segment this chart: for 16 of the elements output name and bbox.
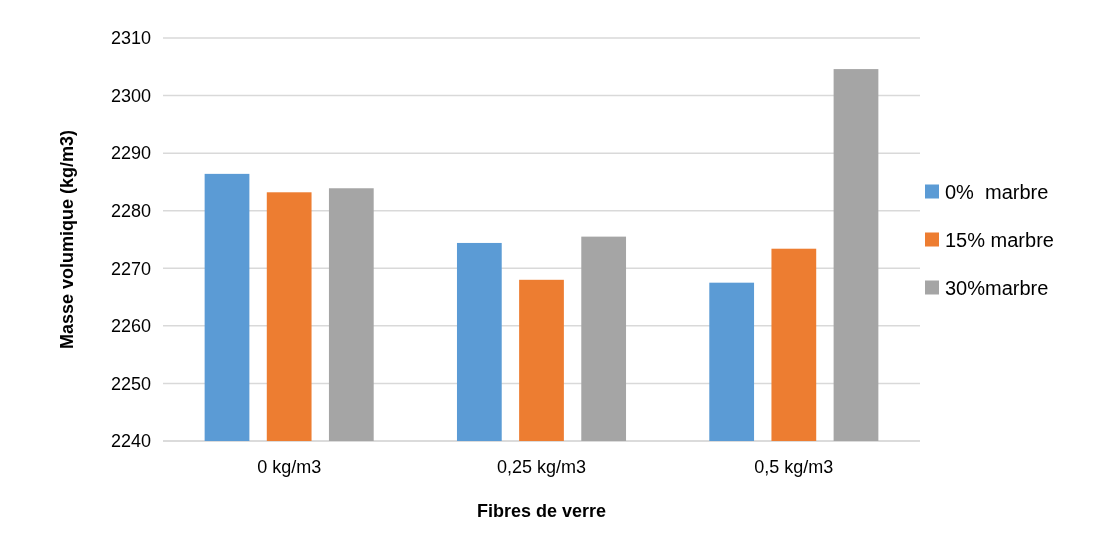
- y-tick-label: 2240: [110, 431, 151, 452]
- y-tick-label: 2260: [110, 316, 151, 337]
- x-axis-title: Fibres de verre: [476, 501, 607, 521]
- x-tick-label: 0 kg/m3: [257, 457, 322, 477]
- y-tick-label: 2250: [110, 373, 151, 394]
- y-tick-label: 2290: [110, 143, 151, 164]
- x-tick-label: 0,25 kg/m3: [496, 457, 587, 477]
- legend-label: 30%marbre: [945, 276, 1049, 299]
- y-tick-label: 2300: [110, 85, 151, 106]
- y-tick-label: 2280: [110, 201, 151, 222]
- legend-label: 0% marbre: [945, 180, 1049, 203]
- x-tick-label: 0,5 kg/m3: [754, 457, 834, 477]
- legend-label: 15% marbre: [945, 228, 1054, 251]
- y-tick-label: 2270: [110, 258, 151, 279]
- y-axis-title: Masse volumique (kg/m3): [57, 129, 77, 350]
- y-tick-label: 2310: [110, 28, 151, 49]
